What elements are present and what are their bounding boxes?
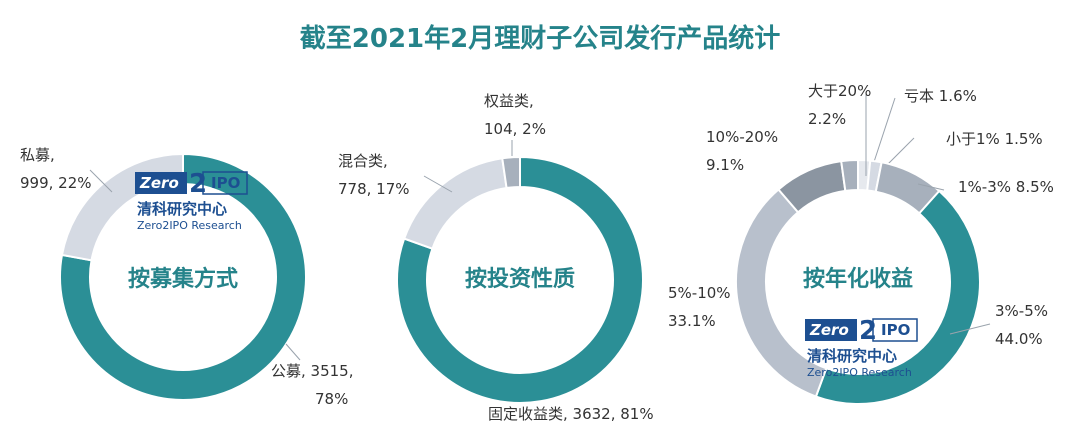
donut-center-label: 按投资性质 — [465, 266, 575, 292]
slice-value-权益类: 104, 2% — [484, 120, 546, 138]
slice-label-混合类: 混合类, — [338, 152, 388, 170]
leader-line-公募 — [285, 343, 301, 361]
slice-value-5%-10%: 33.1% — [668, 312, 716, 330]
chart-title: 截至2021年2月理财子公司发行产品统计 — [299, 24, 781, 54]
slice-3%-5% — [814, 189, 981, 405]
logo-en-text: Zero2IPO Research — [807, 366, 912, 379]
logo-block — [805, 319, 857, 341]
leader-line-3%-5% — [949, 323, 991, 335]
slice-label-公募: 公募, 3515, — [271, 362, 353, 380]
logo-frame — [872, 318, 918, 342]
donut-chart-annual-return: 亏本 1.6% 小于1% 1.5% 1%-3% 8.5% 3%-5% 44.0% 5%-1… — [668, 82, 1054, 405]
logo-ipo-text: IPO — [881, 321, 910, 339]
leader-line-1%-3% — [917, 183, 945, 191]
logo-block — [135, 172, 187, 194]
slice-label-1%-3%: 1%-3% 8.5% — [958, 178, 1054, 196]
slice-label-亏本: 亏本 1.6% — [904, 87, 977, 105]
logo-zero-text: Zero — [809, 321, 849, 339]
logo-two-text: 2 — [189, 169, 207, 199]
donut-center-label: 按年化收益 — [803, 266, 913, 292]
logo-ipo-text: IPO — [211, 174, 240, 192]
donut-chart-investment-nature: 固定收益类, 3632, 81% 混合类, 778, 17% 权益类, 104, 2% 按… — [338, 92, 654, 423]
slice-label-私募: 私募, — [20, 146, 55, 164]
slice-混合类 — [402, 157, 508, 250]
leader-line-亏本 — [871, 97, 896, 169]
slice-固定收益类 — [396, 155, 644, 404]
slice-label-10%-20%: 10%-20% — [706, 128, 778, 146]
slice-label-大于20%: 大于20% — [808, 82, 871, 100]
slice-value-10%-20%: 9.1% — [706, 156, 744, 174]
logo-two-text: 2 — [859, 316, 877, 346]
logo-frame — [202, 171, 248, 195]
donut-center-label: 按募集方式 — [128, 266, 238, 292]
slice-公募 — [59, 152, 307, 401]
slice-label-权益类: 权益类, — [484, 92, 534, 110]
slice-value-3%-5%: 44.0% — [995, 330, 1043, 348]
slice-value-公募: 78% — [315, 390, 348, 408]
slice-大于20% — [840, 158, 859, 193]
slice-label-5%-10%: 5%-10% — [668, 284, 731, 302]
leader-line-混合类 — [423, 175, 453, 193]
slice-value-私募: 999, 22% — [20, 174, 92, 192]
slice-权益类 — [501, 155, 521, 190]
slice-value-混合类: 778, 17% — [338, 180, 410, 198]
logo-zero-text: Zero — [139, 174, 179, 192]
slice-label-固定收益类: 固定收益类, 3632, 81% — [488, 405, 654, 423]
logo-cn-text: 清科研究中心 — [807, 347, 897, 365]
slice-label-3%-5%: 3%-5% — [995, 302, 1048, 320]
leader-line-私募 — [89, 169, 113, 193]
slice-value-大于20%: 2.2% — [808, 110, 846, 128]
logo-en-text: Zero2IPO Research — [137, 219, 242, 232]
logo-cn-text: 清科研究中心 — [137, 200, 227, 218]
slice-label-小于1%: 小于1% 1.5% — [946, 130, 1043, 148]
